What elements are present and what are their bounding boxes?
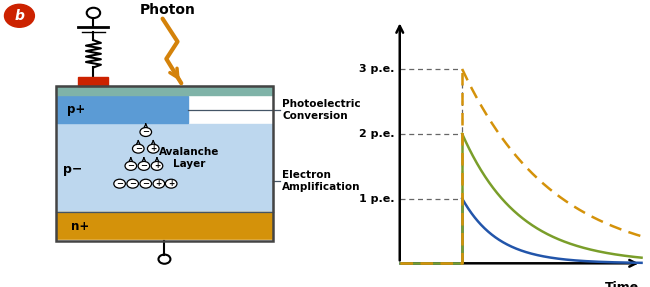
Circle shape — [153, 179, 164, 188]
Bar — [57, 212, 272, 240]
Text: +: + — [156, 179, 162, 188]
Bar — [56, 86, 273, 95]
Text: b: b — [14, 9, 24, 23]
Circle shape — [133, 144, 144, 153]
Text: 3 p.e.: 3 p.e. — [359, 64, 395, 74]
Text: +: + — [154, 161, 160, 170]
Text: −: − — [142, 179, 150, 188]
Circle shape — [138, 161, 150, 170]
Circle shape — [165, 179, 177, 188]
Text: n+: n+ — [72, 220, 90, 233]
Circle shape — [127, 179, 138, 188]
Text: Photoelectric
Conversion: Photoelectric Conversion — [282, 99, 361, 121]
Text: Photon: Photon — [140, 3, 196, 17]
Text: −: − — [142, 127, 150, 137]
Circle shape — [5, 4, 34, 27]
Text: +: + — [150, 144, 157, 153]
Text: −: − — [135, 144, 142, 153]
Text: Time: Time — [604, 282, 639, 287]
Text: p−: p− — [63, 163, 83, 176]
Circle shape — [125, 161, 136, 170]
Text: Electron
Amplification: Electron Amplification — [282, 170, 361, 192]
Circle shape — [140, 179, 151, 188]
Text: 2 p.e.: 2 p.e. — [359, 129, 395, 139]
Bar — [57, 96, 188, 123]
Bar — [57, 124, 272, 212]
Text: Avalanche
Layer: Avalanche Layer — [159, 147, 219, 169]
Bar — [56, 86, 273, 241]
Text: −: − — [127, 161, 135, 170]
Text: −: − — [140, 161, 148, 170]
Text: 1 p.e.: 1 p.e. — [359, 193, 395, 203]
Circle shape — [140, 127, 151, 136]
Text: +: + — [168, 179, 174, 188]
Bar — [79, 77, 109, 86]
Text: −: − — [129, 179, 136, 188]
Circle shape — [151, 161, 162, 170]
Circle shape — [148, 144, 159, 153]
Circle shape — [114, 179, 125, 188]
Text: −: − — [116, 179, 123, 188]
Text: p+: p+ — [68, 103, 86, 116]
